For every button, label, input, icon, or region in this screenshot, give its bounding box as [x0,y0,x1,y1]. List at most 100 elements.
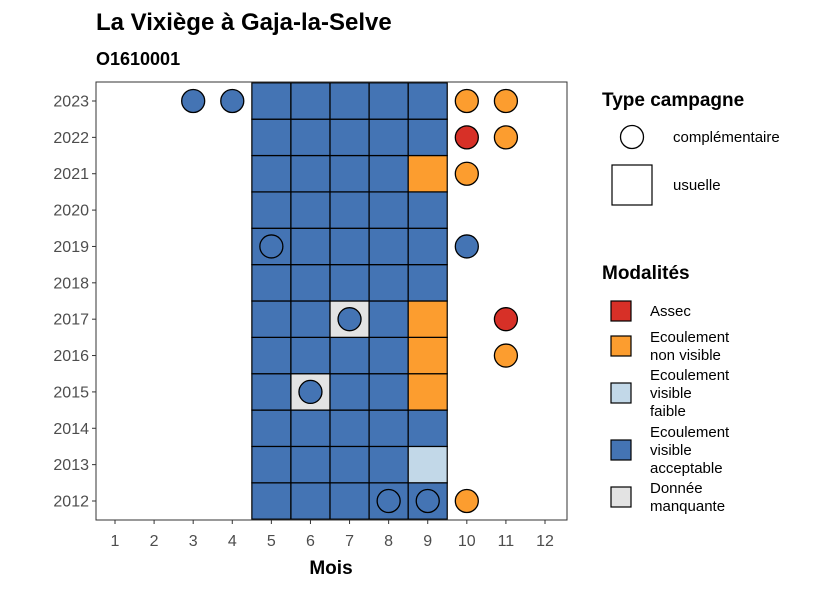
point-2021-10 [454,161,479,186]
y-tick-2014: 2014 [53,421,89,438]
cell-2019-9 [407,227,448,266]
legend-label-acceptable: Ecoulement visible acceptable [650,424,730,477]
chart-subtitle: O1610001 [96,49,180,69]
legend-campaign-title: Type campagne [602,90,744,111]
legend-label-line: manquante [650,498,725,515]
cell-2013-8 [368,445,409,484]
cell-2020-9 [407,191,448,229]
point-2023-4 [220,88,245,114]
cell-2015-5 [251,373,292,411]
x-tick-7: 7 [345,533,354,550]
x-tick-11: 11 [498,533,515,550]
cell-2022-6 [290,118,331,157]
legend-label-line: faible [650,403,686,420]
legend-label-line: Ecoulement [650,424,730,441]
cell-2018-6 [290,264,331,302]
cell-2022-9 [407,118,448,157]
cell-2018-9 [407,264,448,302]
cell-2014-7 [329,409,370,448]
cell-2017-6 [290,300,331,338]
legend-label-complementaire: complémentaire [673,129,780,146]
cell-2021-6 [290,154,331,193]
legend-label-manquante: Donnée manquante [650,480,725,515]
y-tick-2019: 2019 [53,239,89,256]
legend-label-nonvisible: Ecoulement non visible [650,329,730,364]
cell-2014-5 [251,409,292,448]
cell-2021-9 [407,154,448,193]
cell-2013-9 [407,445,448,484]
y-tick-2023: 2023 [53,94,89,111]
y-tick-2017: 2017 [53,312,89,329]
cell-2013-5 [251,445,292,484]
cell-2018-8 [368,264,409,302]
point-2019-10 [454,234,479,259]
point-2023-11 [493,88,519,114]
legend-label-usuelle: usuelle [673,177,721,194]
x-tick-1: 1 [111,533,120,550]
legend-label-line: non visible [650,347,721,364]
cell-2016-6 [290,336,331,375]
cell-2019-7 [329,227,370,266]
cell-2014-8 [368,409,409,448]
cell-2023-7 [329,82,370,120]
legend-label-line: Donnée [650,480,703,497]
point-2022-11 [493,125,519,150]
usuelle-cells [251,82,448,520]
legend-label-line: acceptable [650,460,723,477]
legend-label-line: Assec [650,303,691,320]
cell-2012-6 [290,482,331,520]
y-tick-2013: 2013 [53,457,89,474]
cell-2016-5 [251,336,292,375]
x-tick-2: 2 [150,533,159,550]
x-tick-12: 12 [536,533,554,550]
cell-2014-9 [407,409,448,448]
legend-label-line: Ecoulement [650,329,730,346]
cell-2020-7 [329,191,370,229]
cell-2022-5 [251,118,292,157]
cell-2015-7 [329,373,370,411]
cell-2020-5 [251,191,292,229]
cell-2023-5 [251,82,292,120]
cell-2017-9 [407,300,448,338]
cell-2012-7 [329,482,370,520]
y-tick-2022: 2022 [53,130,89,147]
y-tick-2021: 2021 [53,166,89,183]
y-tick-2016: 2016 [53,348,89,365]
y-axis: 2012 2013 2014 2015 2016 2017 2018 2019 2020 2021… [53,94,96,511]
cell-2018-5 [251,264,292,302]
point-2012-8 [376,488,401,514]
legend-key-manquante [610,486,632,508]
point-2017-7 [337,307,362,332]
legend-campaign: Type campagne complémentaire usuelle [602,90,780,206]
y-tick-2020: 2020 [53,203,89,220]
cell-2012-5 [251,482,292,520]
x-tick-4: 4 [228,533,237,550]
legend-label-line: visible [650,442,692,459]
cell-2017-8 [368,300,409,338]
complementaire-points [181,88,519,514]
x-tick-8: 8 [384,533,393,550]
legend-modalites-title: Modalités [602,263,690,284]
cell-2023-8 [368,82,409,120]
x-tick-3: 3 [189,533,198,550]
point-2016-11 [493,343,519,368]
point-2019-5 [259,234,284,259]
x-axis-title: Mois [309,558,352,579]
y-tick-2015: 2015 [53,384,89,401]
x-tick-10: 10 [458,533,476,550]
cell-2022-7 [329,118,370,157]
x-tick-6: 6 [306,533,315,550]
x-axis: 1 2 3 4 5 6 7 8 9 10 11 12 [111,520,554,550]
x-tick-5: 5 [267,533,276,550]
legend-label-line: Ecoulement [650,367,730,384]
legend-label-assec: Assec [650,303,691,320]
cell-2016-7 [329,336,370,375]
cell-2021-7 [329,154,370,193]
cell-2017-5 [251,300,292,338]
cell-2015-9 [407,373,448,411]
point-2017-11 [493,307,519,332]
cell-2014-6 [290,409,331,448]
cell-2021-5 [251,154,292,193]
